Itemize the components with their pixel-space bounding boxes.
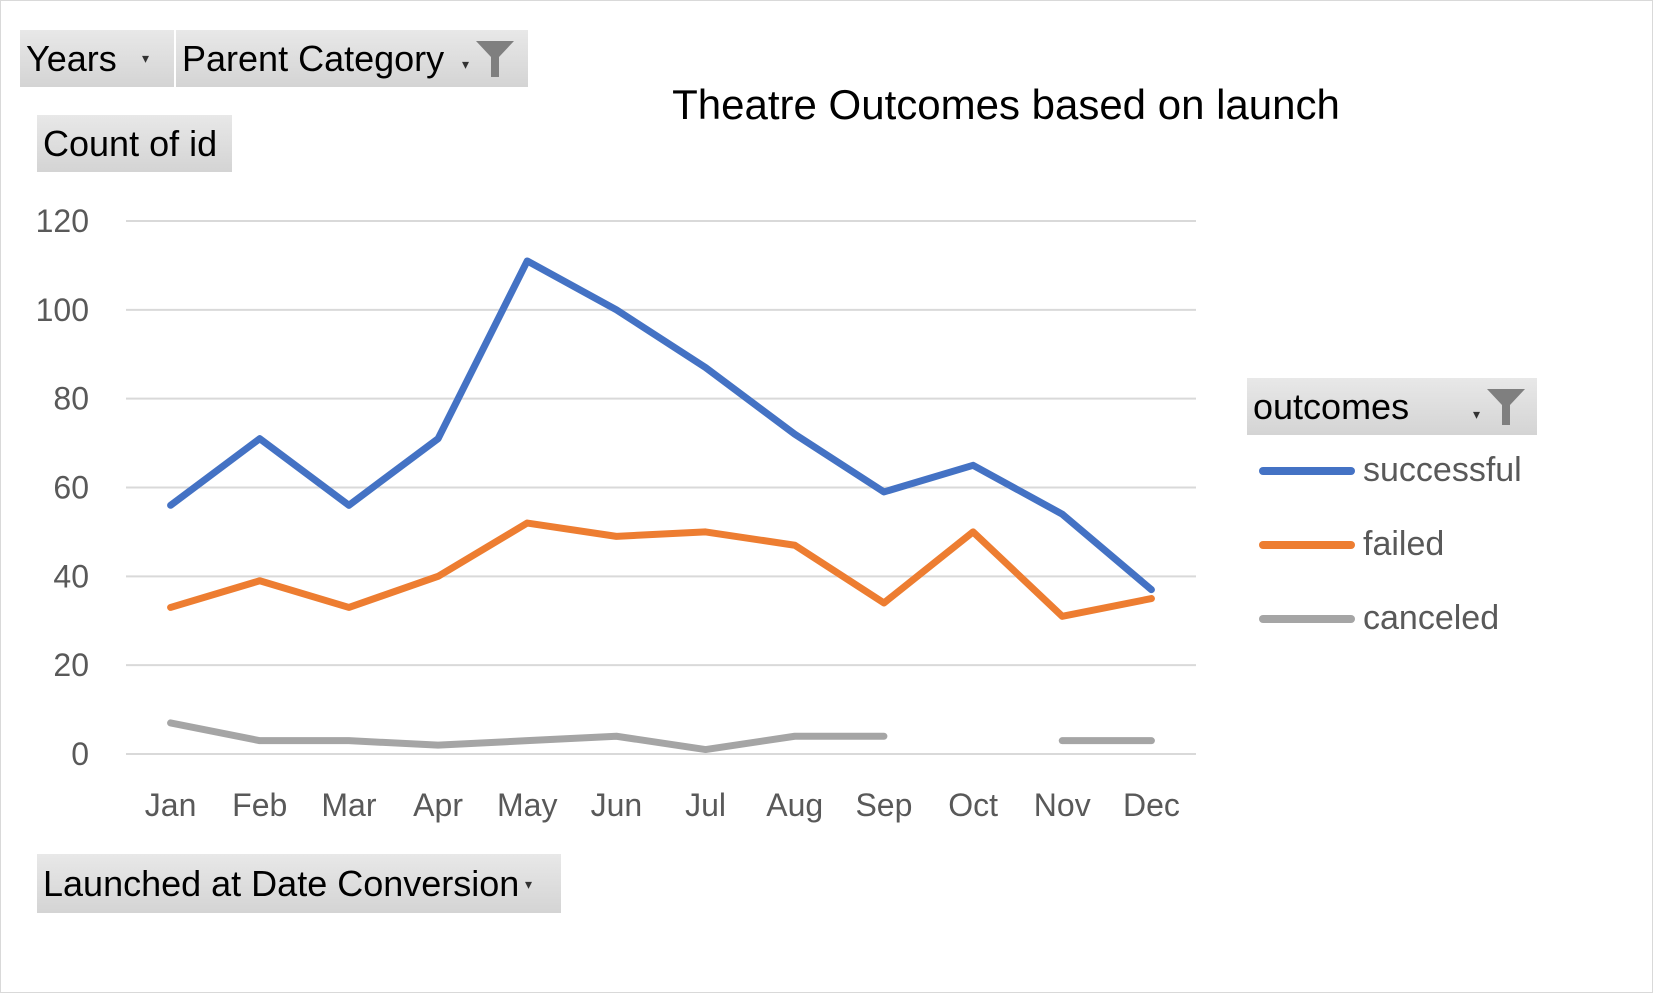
legend-field-label: outcomes	[1253, 385, 1410, 427]
chevron-down-icon[interactable]: ▾	[1473, 406, 1481, 422]
y-tick-label: 60	[53, 470, 89, 506]
axis-field-button[interactable]: Launched at Date Conversion ▾	[37, 854, 561, 913]
legend-label: failed	[1363, 525, 1445, 563]
x-tick-label: Mar	[321, 787, 376, 823]
y-tick-label: 120	[36, 203, 89, 239]
x-tick-label: Sep	[855, 787, 912, 823]
y-tick-label: 80	[53, 381, 89, 417]
value-field-label: Count of id	[43, 122, 218, 164]
x-tick-label: Nov	[1034, 787, 1091, 823]
years-field-button[interactable]: Years ▾	[20, 30, 174, 87]
funnel-icon[interactable]	[474, 39, 516, 79]
legend-swatch	[1259, 466, 1355, 475]
series-line-canceled	[167, 719, 888, 754]
legend-item-successful: successful	[1259, 451, 1522, 490]
chart-title: Theatre Outcomes based on launch	[672, 81, 1340, 128]
chevron-down-icon[interactable]: ▾	[462, 56, 470, 72]
y-tick-label: 40	[53, 558, 89, 594]
value-field-button[interactable]: Count of id	[37, 115, 232, 172]
x-tick-label: Jan	[145, 787, 197, 823]
x-tick-label: Dec	[1123, 787, 1180, 823]
y-tick-label: 0	[71, 736, 89, 772]
chevron-down-icon[interactable]: ▾	[142, 50, 150, 66]
x-tick-label: Aug	[766, 787, 823, 823]
legend-swatch	[1259, 540, 1355, 549]
chevron-down-icon[interactable]: ▾	[525, 876, 533, 892]
x-tick-label: Jun	[591, 787, 643, 823]
y-tick-label: 20	[53, 647, 89, 683]
legend-field-button[interactable]: outcomes ▾	[1247, 378, 1537, 435]
parent-category-field-button[interactable]: Parent Category ▾	[176, 30, 528, 87]
legend-swatch	[1259, 614, 1355, 623]
x-tick-label: May	[497, 787, 557, 823]
x-tick-label: Oct	[948, 787, 998, 823]
x-tick-label: Jul	[685, 787, 726, 823]
parent-category-field-label: Parent Category	[182, 37, 445, 79]
series-line-failed	[167, 519, 1155, 620]
axis-field-label: Launched at Date Conversion	[43, 862, 520, 904]
x-tick-label: Feb	[232, 787, 287, 823]
y-tick-label: 100	[36, 292, 89, 328]
funnel-icon[interactable]	[1485, 387, 1527, 427]
legend-item-failed: failed	[1259, 525, 1444, 564]
years-field-label: Years	[26, 37, 117, 79]
x-tick-label: Apr	[413, 787, 463, 823]
legend-item-canceled: canceled	[1259, 599, 1499, 638]
series-line-successful	[167, 257, 1155, 594]
legend-label: successful	[1363, 451, 1522, 489]
legend-label: canceled	[1363, 599, 1500, 637]
